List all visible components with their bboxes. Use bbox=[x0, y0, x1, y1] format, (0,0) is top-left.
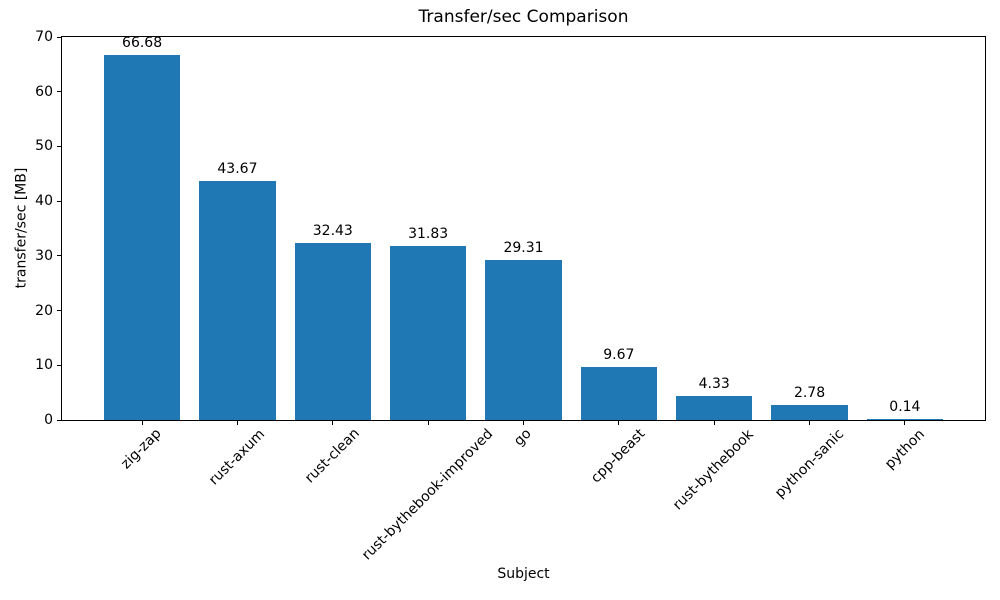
y-tick bbox=[57, 310, 62, 312]
x-tick bbox=[236, 421, 238, 425]
x-axis-label: Subject bbox=[497, 566, 550, 582]
x-tick-label: rust-bythebook bbox=[670, 426, 758, 513]
x-tick bbox=[713, 421, 715, 425]
y-tick bbox=[57, 419, 62, 421]
bar-value-label: 66.68 bbox=[122, 35, 163, 52]
x-tick bbox=[141, 421, 143, 425]
bar-value-label: 43.67 bbox=[217, 161, 258, 178]
x-tick-label: python-sanic bbox=[771, 425, 847, 501]
x-tick bbox=[427, 421, 429, 425]
x-tick bbox=[904, 421, 906, 425]
y-tick bbox=[57, 91, 62, 93]
x-tick bbox=[523, 421, 524, 425]
x-tick-label: go bbox=[511, 425, 536, 450]
y-tick-label: 70 bbox=[35, 29, 53, 45]
x-tick bbox=[618, 421, 620, 425]
x-tick bbox=[809, 421, 811, 425]
y-tick bbox=[57, 364, 62, 366]
bar-value-label: 4.33 bbox=[698, 376, 730, 393]
y-tick-label: 50 bbox=[35, 138, 53, 155]
bar bbox=[485, 259, 562, 420]
x-tick bbox=[332, 421, 334, 425]
bar-value-label: 9.67 bbox=[603, 347, 635, 364]
bar-value-label: 29.31 bbox=[503, 239, 544, 256]
bar bbox=[199, 181, 276, 420]
bar bbox=[580, 367, 657, 420]
y-tick-label: 40 bbox=[35, 193, 53, 210]
bar-value-label: 32.43 bbox=[312, 222, 353, 239]
bar-value-label: 0.14 bbox=[889, 399, 921, 416]
bar-value-label: 31.83 bbox=[408, 225, 449, 242]
x-tick-label: zig-zap bbox=[118, 425, 166, 473]
y-tick bbox=[57, 145, 62, 147]
y-tick-label: 20 bbox=[35, 302, 53, 319]
y-tick-label: 30 bbox=[35, 247, 53, 264]
bar bbox=[294, 242, 371, 420]
x-tick-label: python bbox=[881, 426, 928, 472]
bar bbox=[676, 396, 753, 420]
x-tick-label: cpp-beast bbox=[588, 425, 649, 487]
bar bbox=[866, 419, 944, 420]
y-tick bbox=[57, 255, 62, 257]
x-tick-label: rust-clean bbox=[302, 425, 363, 487]
x-tick-label: rust-bythebook-improved bbox=[359, 425, 497, 564]
bar bbox=[771, 404, 848, 420]
y-axis-label: transfer/sec [MB] bbox=[13, 167, 30, 289]
y-tick-label: 0 bbox=[44, 412, 53, 428]
bar bbox=[103, 55, 181, 420]
plot-area bbox=[61, 36, 986, 421]
y-tick-label: 10 bbox=[35, 357, 53, 374]
chart-title: Transfer/sec Comparison bbox=[418, 7, 629, 27]
bar bbox=[390, 245, 467, 420]
y-tick bbox=[57, 36, 62, 38]
y-tick-label: 60 bbox=[35, 83, 53, 100]
y-tick bbox=[57, 200, 62, 202]
x-tick-label: rust-axum bbox=[205, 426, 269, 489]
bar-value-label: 2.78 bbox=[793, 384, 826, 401]
